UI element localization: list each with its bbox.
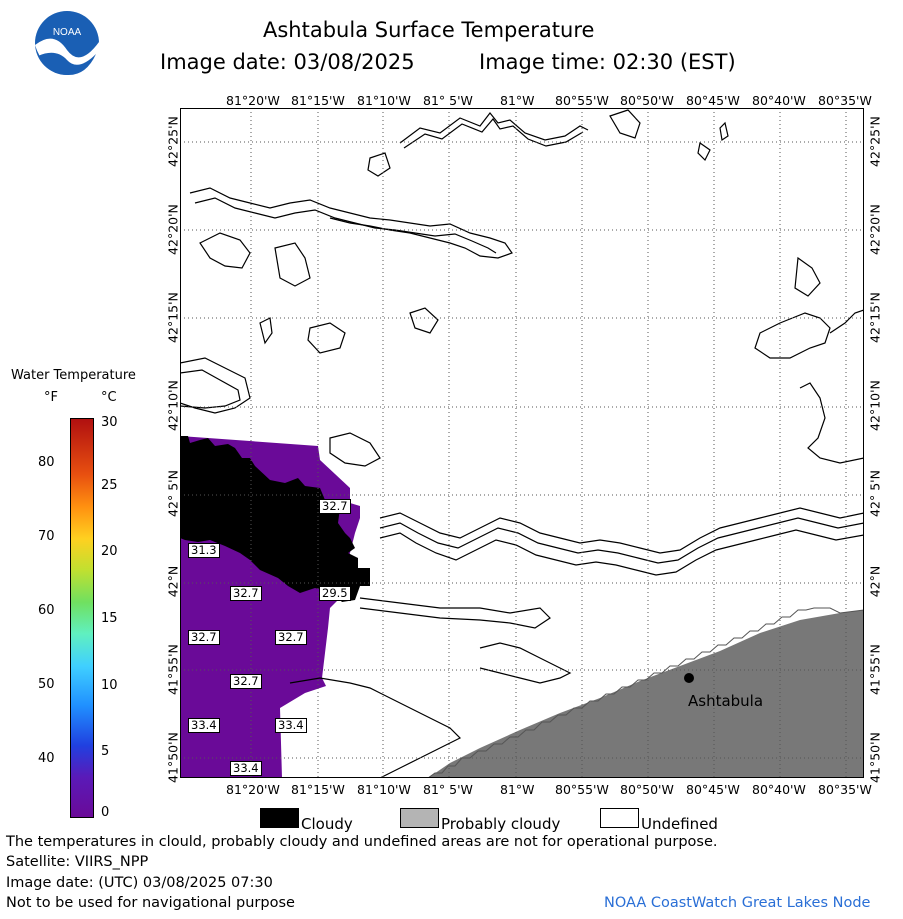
lat-label-right: 42°10'N <box>867 380 883 431</box>
sst-map <box>180 108 864 778</box>
temp-label: 33.4 <box>188 718 220 733</box>
lat-label-right: 42°20'N <box>867 204 883 255</box>
colorbar-c-tick: 30 <box>101 415 118 430</box>
legend-probably-cloudy-swatch <box>400 808 439 828</box>
legend-cloudy-swatch <box>260 808 299 828</box>
colorbar-unit-f: °F <box>44 390 58 405</box>
colorbar-c-tick: 5 <box>101 744 110 759</box>
lon-label-bottom: 81°20'W <box>226 782 280 797</box>
lon-label-top: 81°15'W <box>291 93 345 108</box>
image-date-label: Image date: 03/08/2025 <box>160 50 415 74</box>
legend-undefined-label: Undefined <box>641 815 718 833</box>
colorbar-f-tick: 50 <box>38 677 55 692</box>
lat-label-left: 42°10'N <box>165 380 181 431</box>
temp-label: 29.5 <box>319 586 351 601</box>
lat-label-right: 42° 5'N <box>867 470 883 517</box>
utc-date-label: Image date: (UTC) 03/08/2025 07:30 <box>6 875 273 891</box>
lon-label-top: 81°20'W <box>226 93 280 108</box>
colorbar-f-tick: 60 <box>38 603 55 618</box>
temp-label: 32.7 <box>188 630 220 645</box>
lon-label-bottom: 81°10'W <box>357 782 411 797</box>
lon-label-top: 80°55'W <box>555 93 609 108</box>
disclaimer: The temperatures in clould, probably clo… <box>6 834 718 850</box>
colorbar-c-tick: 0 <box>101 805 110 820</box>
lat-label-left: 42°N <box>165 565 181 598</box>
legend-undefined-swatch <box>600 808 639 828</box>
lat-label-left: 42°20'N <box>165 204 181 255</box>
lat-label-right: 41°55'N <box>867 644 883 695</box>
colorbar-c-tick: 25 <box>101 478 118 493</box>
lon-label-top: 80°35'W <box>818 93 872 108</box>
lon-label-bottom: 80°35'W <box>818 782 872 797</box>
lon-label-top: 81° 5'W <box>423 93 473 108</box>
lon-label-bottom: 81°W <box>500 782 535 797</box>
cloud-area <box>180 436 370 602</box>
colorbar-c-tick: 10 <box>101 678 118 693</box>
map-title: Ashtabula Surface Temperature <box>263 18 595 42</box>
lat-label-left: 42°25'N <box>165 116 181 167</box>
legend-cloudy-label: Cloudy <box>301 815 353 833</box>
lat-label-left: 42° 5'N <box>165 470 181 517</box>
lat-label-right: 42°15'N <box>867 292 883 343</box>
satellite-label: Satellite: VIIRS_NPP <box>6 854 149 870</box>
colorbar-c-tick: 15 <box>101 611 118 626</box>
temp-label: 33.4 <box>275 718 307 733</box>
lon-label-top: 80°40'W <box>752 93 806 108</box>
lon-label-top: 80°50'W <box>620 93 674 108</box>
lon-label-top: 81°10'W <box>357 93 411 108</box>
colorbar-unit-c: °C <box>101 390 117 405</box>
lon-label-top: 81°W <box>500 93 535 108</box>
temp-label: 32.7 <box>230 586 262 601</box>
image-time-label: Image time: 02:30 (EST) <box>479 50 736 74</box>
lon-label-bottom: 81° 5'W <box>423 782 473 797</box>
lat-label-left: 41°50'N <box>165 732 181 783</box>
lat-label-right: 41°50'N <box>867 732 883 783</box>
lat-label-left: 42°15'N <box>165 292 181 343</box>
colorbar-title: Water Temperature <box>11 368 136 383</box>
temp-label: 32.7 <box>230 674 262 689</box>
lon-label-bottom: 81°15'W <box>291 782 345 797</box>
colorbar-f-tick: 80 <box>38 455 55 470</box>
temp-label: 31.3 <box>188 543 220 558</box>
legend-probably-cloudy-label: Probably cloudy <box>441 815 561 833</box>
nav-warning: Not to be used for navigational purpose <box>6 895 295 911</box>
land-area <box>428 610 864 778</box>
colorbar-f-tick: 40 <box>38 751 55 766</box>
lon-label-top: 80°45'W <box>686 93 740 108</box>
lat-label-right: 42°25'N <box>867 116 883 167</box>
noaa-logo-text: NOAA <box>53 27 82 38</box>
lat-label-left: 41°55'N <box>165 644 181 695</box>
temp-label: 33.4 <box>230 761 262 776</box>
ashtabula-marker <box>684 673 694 683</box>
colorbar <box>70 418 94 818</box>
colorbar-f-tick: 70 <box>38 529 55 544</box>
temp-label: 32.7 <box>319 499 351 514</box>
noaa-logo: NOAA <box>35 11 99 76</box>
lon-label-bottom: 80°40'W <box>752 782 806 797</box>
lat-label-right: 42°N <box>867 565 883 598</box>
credit-label: NOAA CoastWatch Great Lakes Node <box>604 895 871 911</box>
cloud-contours <box>180 109 864 778</box>
lon-label-bottom: 80°50'W <box>620 782 674 797</box>
lon-label-bottom: 80°55'W <box>555 782 609 797</box>
lon-label-bottom: 80°45'W <box>686 782 740 797</box>
temp-label: 32.7 <box>275 630 307 645</box>
city-label: Ashtabula <box>688 692 764 710</box>
colorbar-c-tick: 20 <box>101 544 118 559</box>
